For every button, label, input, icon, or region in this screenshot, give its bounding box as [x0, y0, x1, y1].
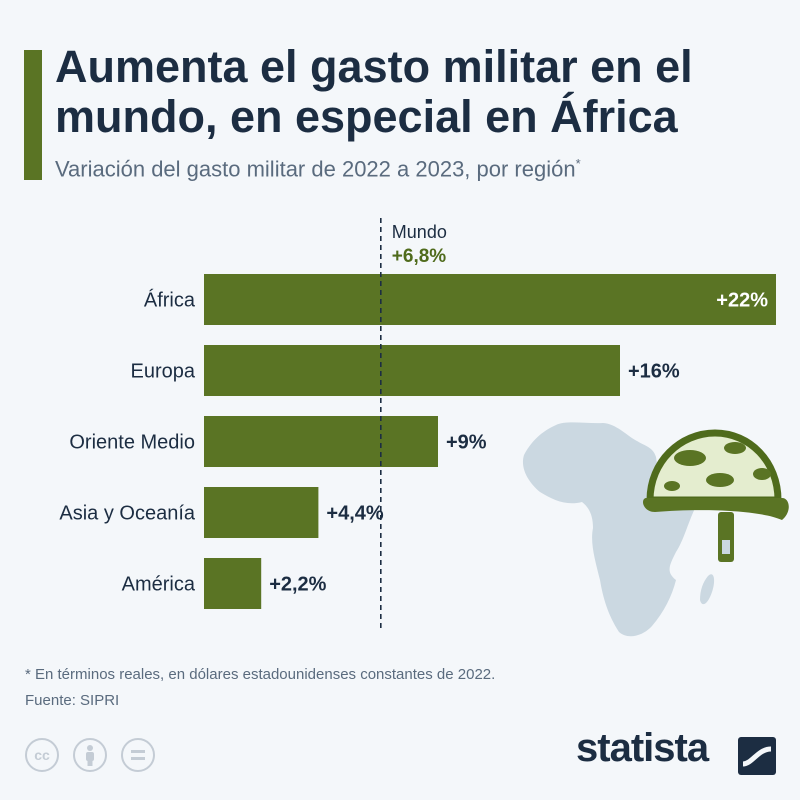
title-accent-bar [24, 50, 42, 180]
madagascar-silhouette [700, 574, 715, 605]
value-label: +9% [446, 432, 487, 454]
subtitle-footnote-mark: * [575, 156, 581, 171]
helmet-brim [643, 498, 789, 520]
helmet-camo-spot [753, 468, 771, 480]
footnote: * En términos reales, en dólares estadou… [25, 666, 496, 683]
category-label: América [122, 574, 196, 596]
category-label: África [144, 289, 196, 312]
military-helmet-icon [643, 429, 789, 562]
helmet-strap-buckle [722, 540, 730, 554]
page-title: Aumenta el gasto militar en el mundo, en… [55, 41, 693, 142]
value-label: +2,2% [269, 574, 326, 596]
helmet-camo-spot [724, 442, 746, 454]
bar [204, 274, 776, 325]
reference-label: Mundo [392, 222, 447, 242]
category-label: Asia y Oceanía [59, 503, 196, 525]
category-label: Oriente Medio [69, 432, 195, 454]
value-label: +4,4% [326, 503, 383, 525]
subtitle-text: Variación del gasto militar de 2022 a 20… [55, 156, 576, 182]
value-label: +22% [716, 290, 768, 312]
bar [204, 416, 438, 467]
reference-value-label: +6,8% [392, 246, 447, 267]
cc-icon[interactable]: cc [25, 738, 59, 772]
helmet-camo-spot [664, 481, 680, 491]
helmet-dome [646, 429, 782, 504]
category-label: Europa [131, 361, 196, 383]
equals-glyph [131, 750, 145, 760]
plot-area: África +22% Europa +16% Oriente Medio +9% Asia… [59, 218, 776, 632]
bar [204, 487, 319, 538]
statista-logo-icon[interactable] [738, 737, 776, 775]
helmet-camo-spot [674, 450, 706, 466]
attribution-icon[interactable] [73, 738, 107, 772]
value-label: +16% [628, 361, 680, 383]
source-note: Fuente: SIPRI [25, 692, 120, 709]
brand-wordmark[interactable]: statista [576, 726, 709, 770]
bar [204, 345, 620, 396]
bar [204, 558, 262, 609]
page-subtitle: Variación del gasto militar de 2022 a 20… [55, 156, 785, 182]
person-glyph [86, 745, 94, 766]
bar-chart: África +22% Europa +16% Oriente Medio +9% Asia… [59, 218, 789, 637]
helmet-camo-spot [706, 473, 734, 487]
helmet-chin-strap [718, 512, 734, 562]
no-derivatives-icon[interactable] [121, 738, 155, 772]
